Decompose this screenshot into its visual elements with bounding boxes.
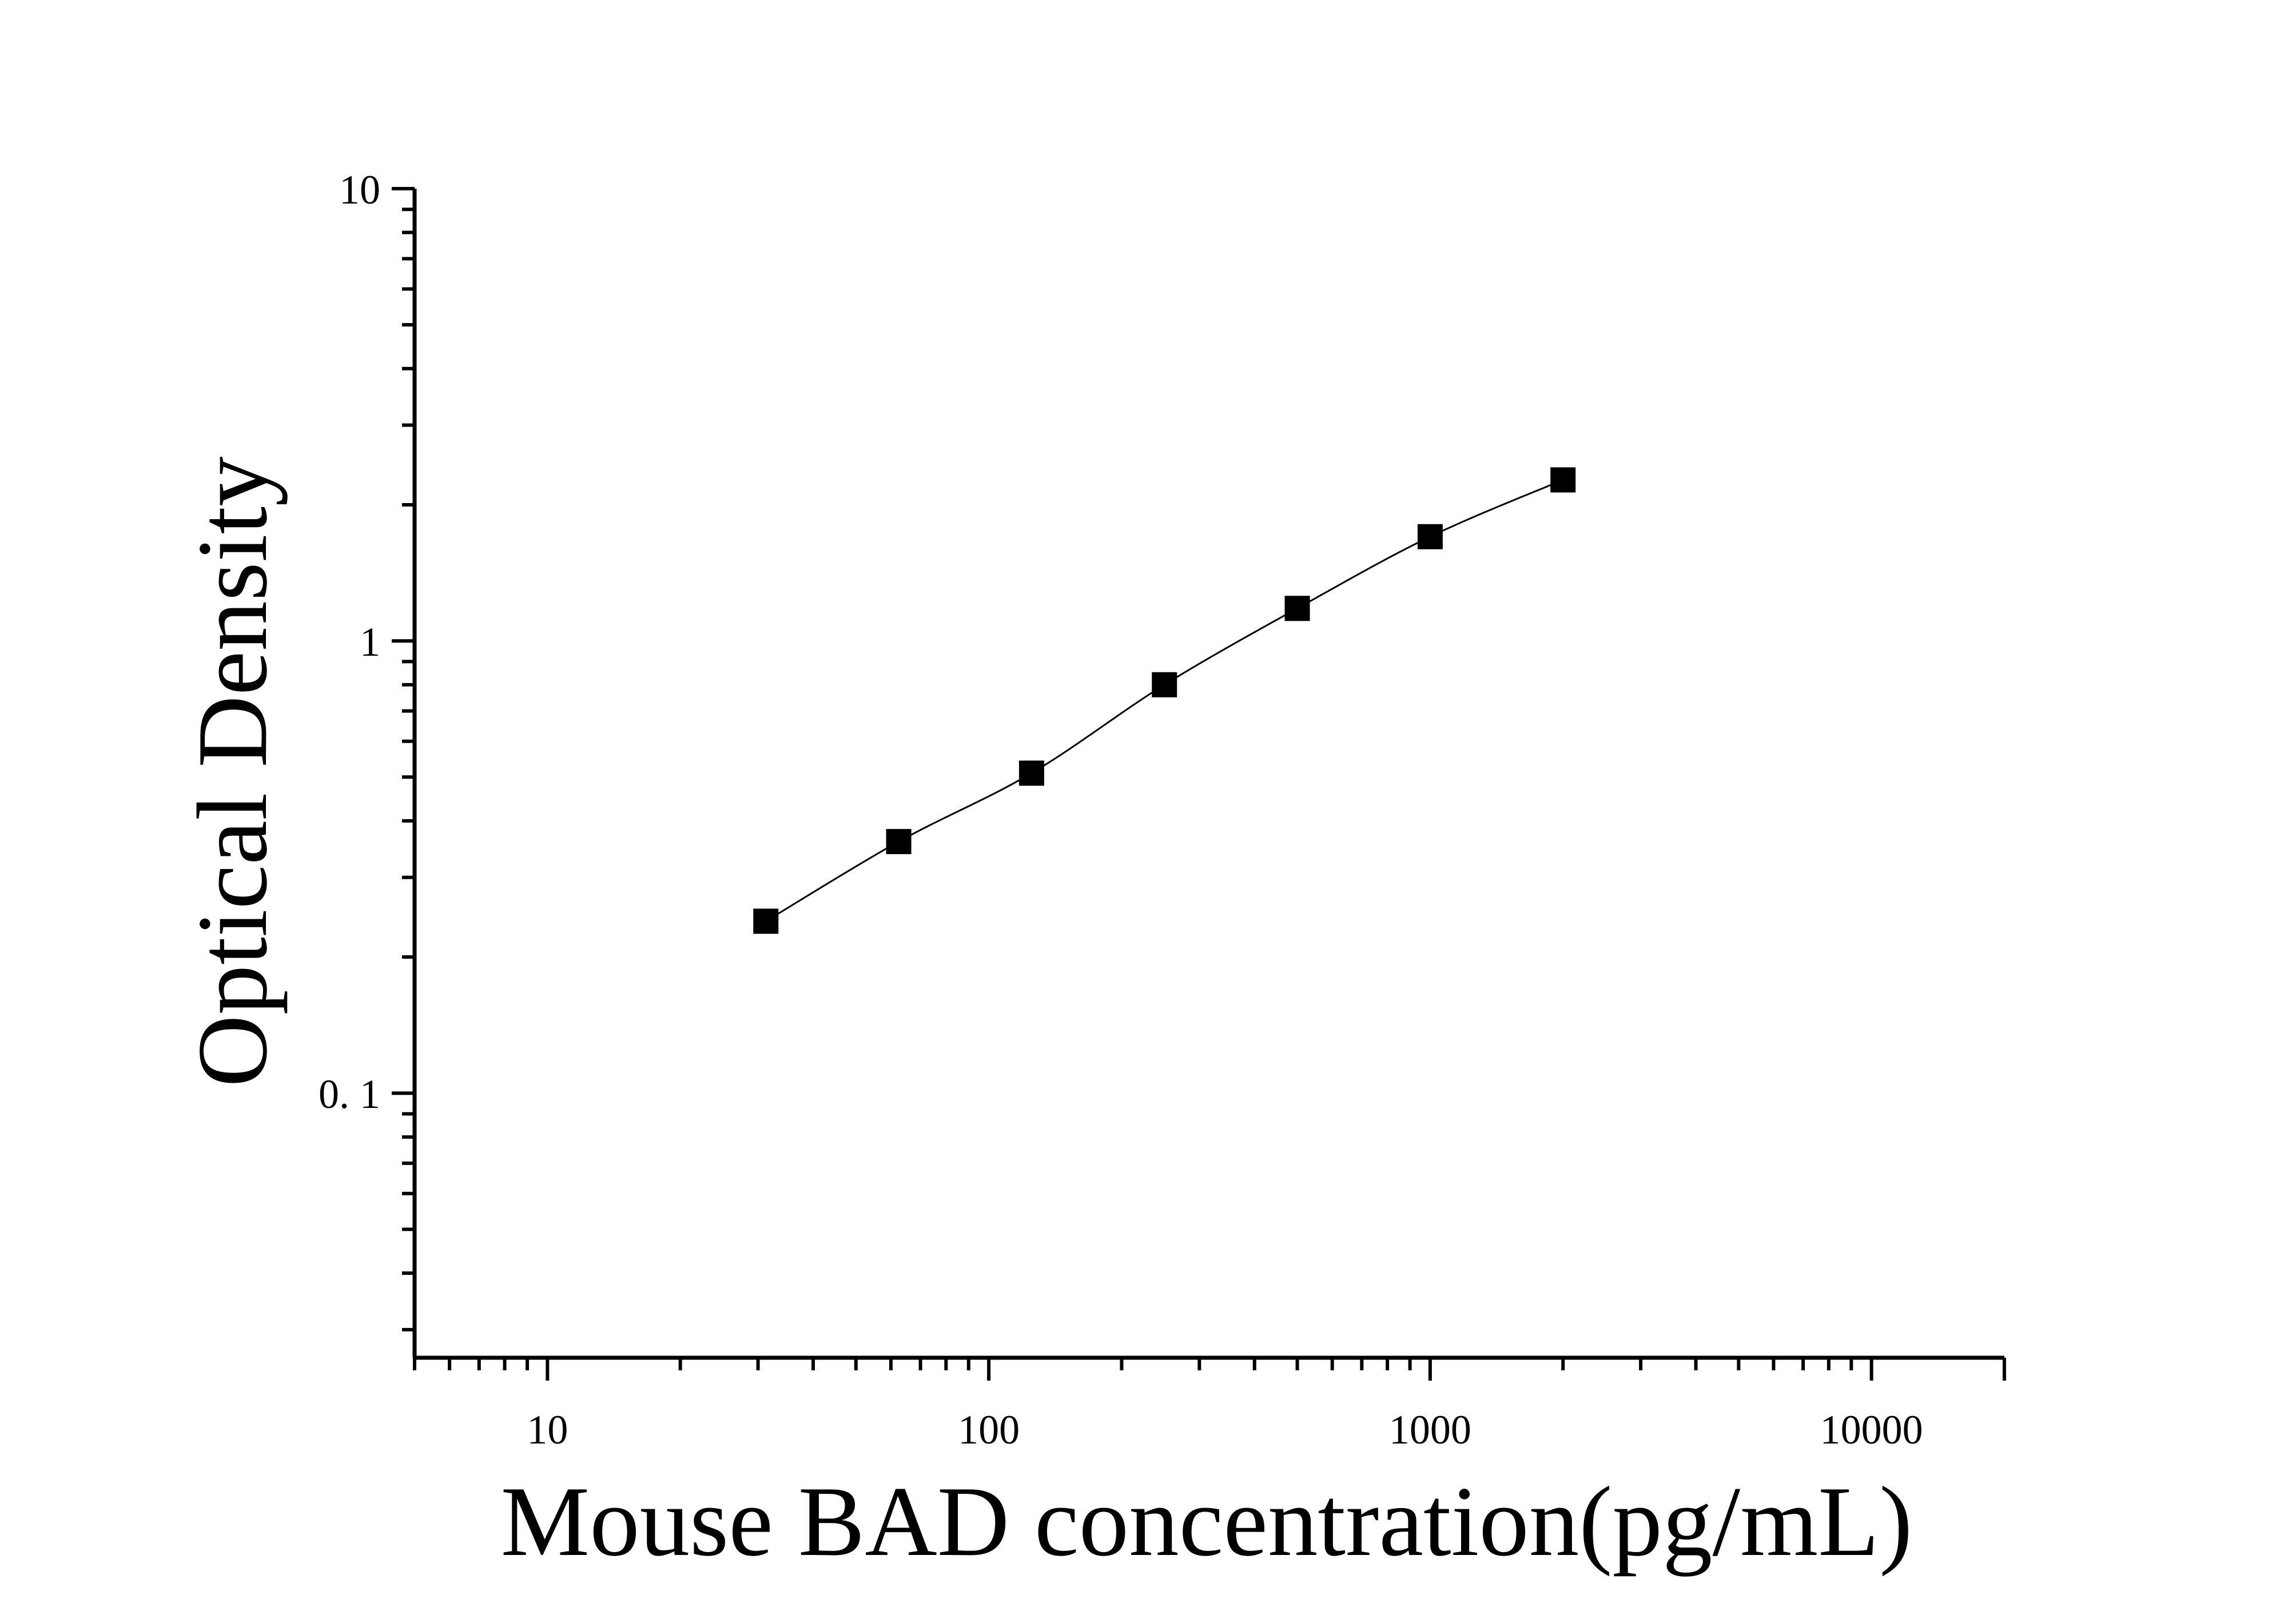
data-point-marker [886, 829, 912, 855]
fit-curve-layer [765, 479, 1563, 922]
x-tick-label: 10 [527, 1407, 568, 1453]
x-tick-label: 10000 [1820, 1407, 1923, 1453]
data-point-marker [1018, 760, 1044, 786]
data-point-marker [1284, 596, 1310, 621]
data-point-marker [1417, 524, 1443, 549]
x-tick-label: 100 [958, 1407, 1020, 1453]
y-tick-label: 0. 1 [319, 1071, 380, 1117]
data-points [753, 467, 1576, 934]
y-tick-label: 10 [339, 167, 380, 213]
fit-curve [765, 479, 1563, 922]
axes: 10 100 1000 10000 0. 1 1 10 [319, 167, 2006, 1453]
data-point-marker [753, 908, 779, 934]
axis-labels: Mouse BAD concentration(pg/mL) Optical D… [177, 456, 1912, 1577]
x-tick-label: 1000 [1389, 1407, 1471, 1453]
data-point-marker [1550, 467, 1576, 493]
data-point-marker [1152, 672, 1177, 697]
x-axis-title: Mouse BAD concentration(pg/mL) [501, 1466, 1913, 1577]
y-tick-label: 1 [360, 619, 380, 665]
y-axis-title: Optical Density [177, 456, 288, 1087]
